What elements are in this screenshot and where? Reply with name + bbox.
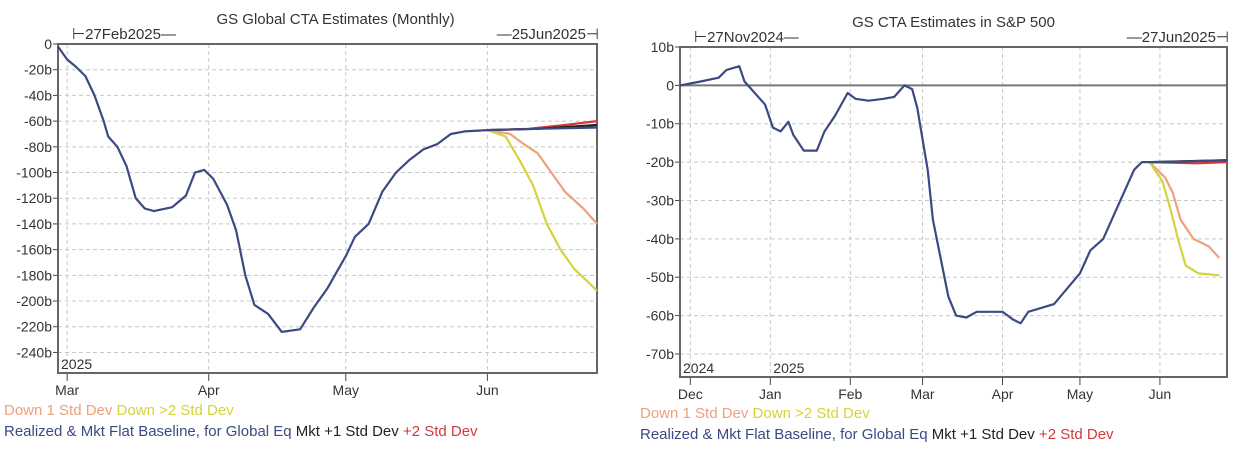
legend-item: Down 1 Std Dev <box>640 405 749 422</box>
y-tick-label: -240b <box>16 344 52 360</box>
y-tick-label: -180b <box>16 267 52 283</box>
x-tick-label: Apr <box>198 382 220 398</box>
range-start-label: ⊢27Feb2025— <box>72 26 176 43</box>
y-tick-label: -60b <box>646 308 674 324</box>
legend-row: Down 1 Std Dev Down >2 Std Dev <box>640 405 870 422</box>
plot-frame <box>679 46 1228 378</box>
y-tick-label: -160b <box>16 242 52 258</box>
year-label: 2024 <box>683 360 714 376</box>
x-tick-label: Mar <box>910 386 934 402</box>
legend-item: +2 Std Dev <box>399 423 478 440</box>
legend-item: Mkt +1 Std Dev <box>928 426 1036 443</box>
x-tick-label: May <box>1067 386 1093 402</box>
legend-item: +2 Std Dev <box>1035 426 1114 443</box>
x-tick-label: Apr <box>992 386 1014 402</box>
x-tick-label: Dec <box>678 386 703 402</box>
chart-1: 0 -20b -40b -60b -80b -100b -120b -140b -160b -18… <box>4 11 599 440</box>
x-tick-label: May <box>333 382 359 398</box>
y-tick-label: -140b <box>16 216 52 232</box>
series-line-down-1-std-dev <box>1148 161 1221 259</box>
x-tick-label: Feb <box>838 386 862 402</box>
y-tick-label: -30b <box>646 192 674 208</box>
y-tick-label: -100b <box>16 165 52 181</box>
legend-row: Realized & Mkt Flat Baseline, for Global… <box>4 423 478 440</box>
range-end-label: —25Jun2025⊣ <box>497 26 599 43</box>
year-label: 2025 <box>773 360 804 376</box>
year-label: 2025 <box>61 356 92 372</box>
range-end-label: —27Jun2025⊣ <box>1127 29 1229 46</box>
y-tick-label: -20b <box>24 62 52 78</box>
series-line-down-1-std-dev <box>487 129 598 225</box>
y-tick-label: 0 <box>44 36 52 52</box>
y-tick-label: -200b <box>16 293 52 309</box>
legend-item: Down >2 Std Dev <box>748 405 870 422</box>
y-tick-label: -40b <box>24 87 52 103</box>
series-line-realized-mkt-flat-baseline-for-global-eq <box>679 65 1228 325</box>
legend-item: Down >2 Std Dev <box>112 402 234 419</box>
x-tick-label: Jan <box>759 386 782 402</box>
series-line-down-2-std-dev <box>487 129 598 292</box>
plot-frame <box>57 43 598 374</box>
series-line-down-2-std-dev <box>1148 161 1220 277</box>
y-tick-label: -220b <box>16 319 52 335</box>
y-tick-label: -10b <box>646 116 674 132</box>
legend-item: Down 1 Std Dev <box>4 402 113 419</box>
y-tick-label: -50b <box>646 269 674 285</box>
legend-row: Realized & Mkt Flat Baseline, for Global… <box>640 426 1114 443</box>
y-tick-label: 10b <box>651 39 675 55</box>
y-tick-label: 0 <box>666 77 674 93</box>
chart-title: GS CTA Estimates in S&P 500 <box>852 14 1055 31</box>
y-tick-label: -80b <box>24 139 52 155</box>
y-tick-label: -120b <box>16 190 52 206</box>
range-start-label: ⊢27Nov2024— <box>694 29 799 46</box>
x-tick-label: Jun <box>1149 386 1172 402</box>
legend-item: Realized & Mkt Flat Baseline, for Global… <box>640 426 928 443</box>
legend-item: Realized & Mkt Flat Baseline, for Global… <box>4 423 292 440</box>
series-line-realized-mkt-flat-baseline-for-global-eq <box>57 45 598 333</box>
y-tick-label: -40b <box>646 231 674 247</box>
x-tick-label: Jun <box>476 382 499 398</box>
y-tick-label: -20b <box>646 154 674 170</box>
legend-row: Down 1 Std Dev Down >2 Std Dev <box>4 402 234 419</box>
y-tick-label: -60b <box>24 113 52 129</box>
chart-title: GS Global CTA Estimates (Monthly) <box>216 11 454 28</box>
y-tick-label: -70b <box>646 346 674 362</box>
chart-2: 10b 0 -10b -20b -30b -40b -50b -60b -70b Dec Jan Fe… <box>640 14 1229 443</box>
legend-item: Mkt +1 Std Dev <box>292 423 400 440</box>
x-tick-label: Mar <box>55 382 79 398</box>
